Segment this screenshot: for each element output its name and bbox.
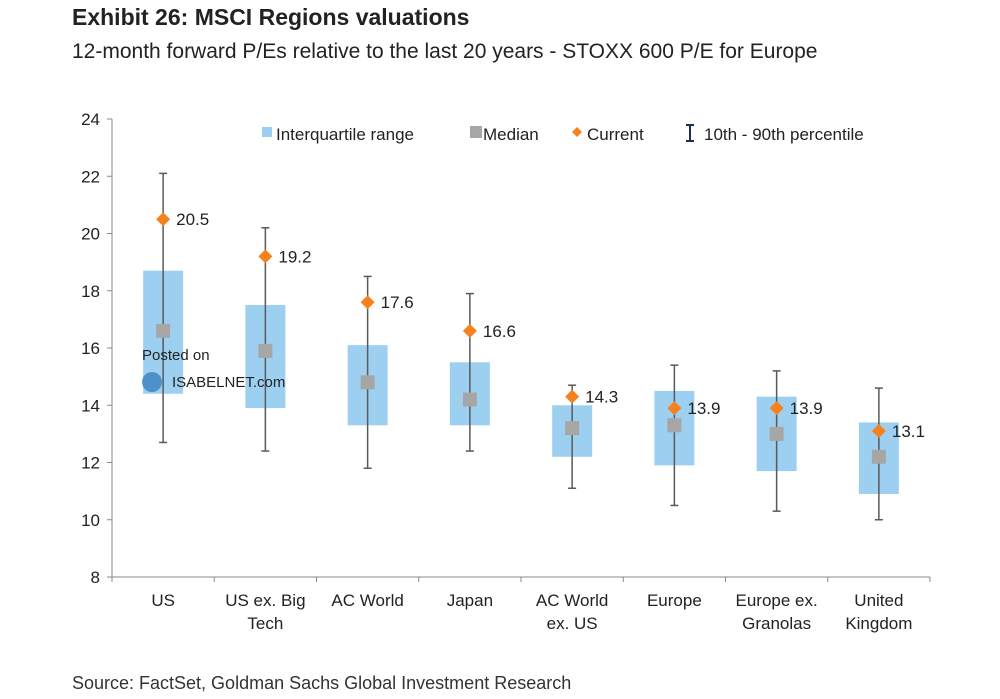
median-marker	[871, 449, 886, 464]
y-tick-label: 12	[81, 454, 100, 473]
current-value-label: 13.1	[892, 422, 925, 441]
y-tick-label: 18	[81, 282, 100, 301]
current-value-label: 13.9	[790, 399, 823, 418]
current-value-label: 20.5	[176, 210, 209, 229]
y-tick-label: 16	[81, 339, 100, 358]
current-marker	[360, 295, 375, 310]
chart-title: Exhibit 26: MSCI Regions valuations	[72, 4, 470, 30]
current-value-label: 13.9	[687, 399, 720, 418]
current-value-label: 19.2	[278, 247, 311, 266]
legend-median-swatch	[470, 126, 482, 138]
x-category-label: AC World	[331, 591, 403, 610]
y-tick-label: 10	[81, 511, 100, 530]
x-category-label: United	[854, 591, 903, 610]
legend-current-swatch	[572, 127, 582, 137]
legend-percentile-label: 10th - 90th percentile	[704, 125, 864, 144]
legend-iqr-label: Interquartile range	[276, 125, 414, 144]
watermark-globe-icon	[142, 372, 162, 392]
y-tick-label: 24	[81, 110, 100, 129]
x-category-label: Kingdom	[845, 614, 912, 633]
current-marker	[565, 389, 580, 404]
x-category-label: Tech	[247, 614, 283, 633]
x-category-label: AC World	[536, 591, 608, 610]
watermark-text-1: Posted on	[142, 347, 210, 364]
current-value-label: 17.6	[381, 293, 414, 312]
current-value-label: 16.6	[483, 322, 516, 341]
current-value-label: 14.3	[585, 388, 618, 407]
current-marker	[769, 401, 784, 416]
source-note: Source: FactSet, Goldman Sachs Global In…	[72, 673, 572, 693]
y-tick-label: 14	[81, 396, 100, 415]
median-marker	[769, 426, 784, 441]
current-marker	[156, 212, 171, 227]
median-marker	[258, 343, 273, 358]
median-marker	[565, 421, 580, 436]
y-tick-label: 8	[91, 568, 100, 587]
watermark-text-2: ISABELNET.com	[172, 374, 285, 391]
current-marker	[667, 401, 682, 416]
current-marker	[871, 424, 886, 439]
median-marker	[667, 418, 682, 433]
x-category-label: Japan	[447, 591, 493, 610]
x-category-label: US ex. Big	[225, 591, 305, 610]
legend-median-label: Median	[483, 125, 539, 144]
chart-subtitle: 12-month forward P/Es relative to the la…	[72, 40, 818, 63]
x-category-label: US	[151, 591, 175, 610]
median-marker	[156, 323, 171, 338]
y-tick-label: 22	[81, 167, 100, 186]
current-marker	[462, 323, 477, 338]
legend-iqr-swatch	[262, 127, 272, 137]
x-category-label: Europe	[647, 591, 702, 610]
legend-current-label: Current	[587, 125, 644, 144]
median-marker	[462, 392, 477, 407]
x-category-label: Granolas	[742, 614, 811, 633]
x-category-label: ex. US	[547, 614, 598, 633]
legend-percentile-swatch	[686, 124, 694, 142]
median-marker	[360, 375, 375, 390]
y-tick-label: 20	[81, 225, 100, 244]
current-marker	[258, 249, 273, 264]
x-category-label: Europe ex.	[736, 591, 818, 610]
